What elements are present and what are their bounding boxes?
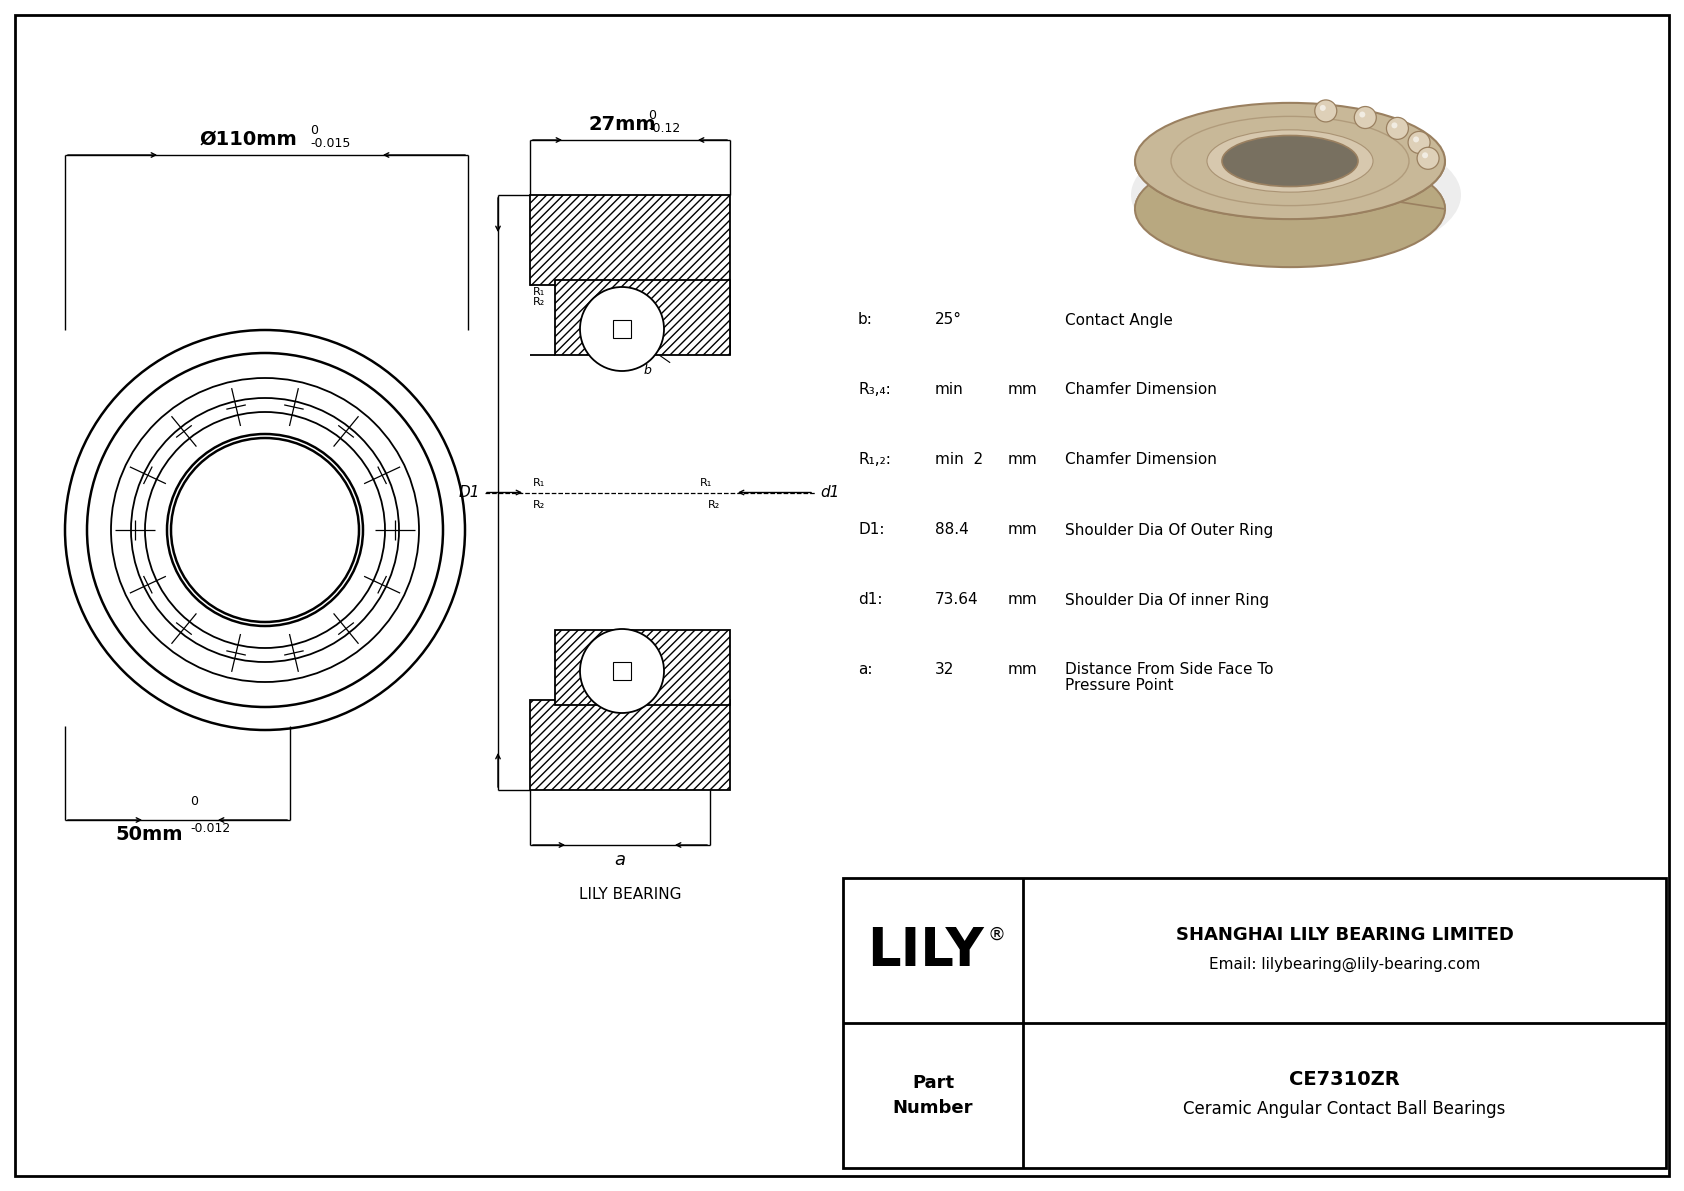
Text: R₁,₂:: R₁,₂:: [859, 453, 891, 468]
Text: Distance From Side Face To: Distance From Side Face To: [1064, 662, 1273, 678]
Text: a: a: [615, 852, 625, 869]
Text: R₂: R₂: [707, 500, 721, 511]
Text: ®: ®: [987, 925, 1005, 943]
Text: Email: lilybearing@lily-bearing.com: Email: lilybearing@lily-bearing.com: [1209, 956, 1480, 972]
Circle shape: [1391, 123, 1398, 129]
Text: min  2: min 2: [935, 453, 983, 468]
Text: 88.4: 88.4: [935, 523, 968, 537]
Circle shape: [1354, 106, 1376, 129]
Text: Chamfer Dimension: Chamfer Dimension: [1064, 453, 1218, 468]
Text: 25°: 25°: [935, 312, 962, 328]
Text: 50mm: 50mm: [115, 825, 182, 844]
Bar: [530, 700, 729, 790]
Text: mm: mm: [1009, 453, 1037, 468]
Text: -0.015: -0.015: [310, 137, 350, 150]
Ellipse shape: [1135, 102, 1445, 219]
Text: b: b: [643, 364, 652, 378]
Text: Contact Angle: Contact Angle: [1064, 312, 1172, 328]
Bar: [530, 195, 729, 285]
Text: 32: 32: [935, 662, 955, 678]
Text: Shoulder Dia Of inner Ring: Shoulder Dia Of inner Ring: [1064, 592, 1270, 607]
Text: R₃,₄:: R₃,₄:: [859, 382, 891, 398]
Ellipse shape: [1223, 136, 1357, 187]
Text: CE7310ZR: CE7310ZR: [1290, 1070, 1399, 1089]
Circle shape: [1421, 152, 1428, 158]
Bar: [844, 878, 1665, 1168]
Circle shape: [1315, 100, 1337, 121]
Text: D1: D1: [458, 485, 480, 500]
Text: SHANGHAI LILY BEARING LIMITED: SHANGHAI LILY BEARING LIMITED: [1175, 925, 1514, 943]
Circle shape: [579, 629, 663, 713]
Text: mm: mm: [1009, 592, 1037, 607]
Text: LILY: LILY: [867, 924, 983, 977]
Bar: [613, 662, 632, 680]
Text: a:: a:: [859, 662, 872, 678]
Bar: [556, 630, 729, 705]
Circle shape: [1386, 118, 1408, 139]
Polygon shape: [1135, 151, 1445, 219]
Text: -0.012: -0.012: [190, 822, 231, 835]
Text: R₁: R₁: [534, 478, 546, 487]
Circle shape: [579, 287, 663, 372]
Circle shape: [1408, 131, 1430, 154]
Text: d1:: d1:: [859, 592, 882, 607]
Circle shape: [1413, 137, 1420, 143]
Text: mm: mm: [1009, 662, 1037, 678]
Circle shape: [1416, 148, 1440, 169]
Text: R₂: R₂: [534, 500, 546, 511]
Text: LILY BEARING: LILY BEARING: [579, 887, 682, 902]
Bar: [556, 280, 729, 355]
Text: Chamfer Dimension: Chamfer Dimension: [1064, 382, 1218, 398]
Text: 27mm: 27mm: [588, 116, 655, 135]
Text: R₄: R₄: [697, 207, 711, 217]
Text: R₁: R₁: [701, 478, 712, 487]
Text: min: min: [935, 382, 963, 398]
Circle shape: [1320, 105, 1325, 111]
Text: Ceramic Angular Contact Ball Bearings: Ceramic Angular Contact Ball Bearings: [1184, 1100, 1505, 1118]
Text: R₁: R₁: [534, 287, 546, 297]
Text: R₃: R₃: [685, 197, 697, 207]
Text: b:: b:: [859, 312, 872, 328]
Ellipse shape: [1135, 151, 1445, 267]
Ellipse shape: [1132, 126, 1462, 263]
Text: -0.12: -0.12: [648, 121, 680, 135]
Text: D1:: D1:: [859, 523, 884, 537]
Text: 0: 0: [190, 796, 199, 807]
Ellipse shape: [1207, 130, 1372, 192]
Bar: [613, 320, 632, 338]
Text: 73.64: 73.64: [935, 592, 978, 607]
Text: mm: mm: [1009, 523, 1037, 537]
Text: Part
Number: Part Number: [893, 1074, 973, 1117]
Text: Pressure Point: Pressure Point: [1064, 679, 1174, 693]
Text: 0: 0: [310, 124, 318, 137]
Text: 0: 0: [648, 110, 657, 121]
Text: Ø110mm: Ø110mm: [200, 130, 298, 149]
Text: Shoulder Dia Of Outer Ring: Shoulder Dia Of Outer Ring: [1064, 523, 1273, 537]
Text: d1: d1: [820, 485, 839, 500]
Circle shape: [1359, 112, 1366, 118]
Text: R₂: R₂: [534, 297, 546, 307]
Text: mm: mm: [1009, 382, 1037, 398]
